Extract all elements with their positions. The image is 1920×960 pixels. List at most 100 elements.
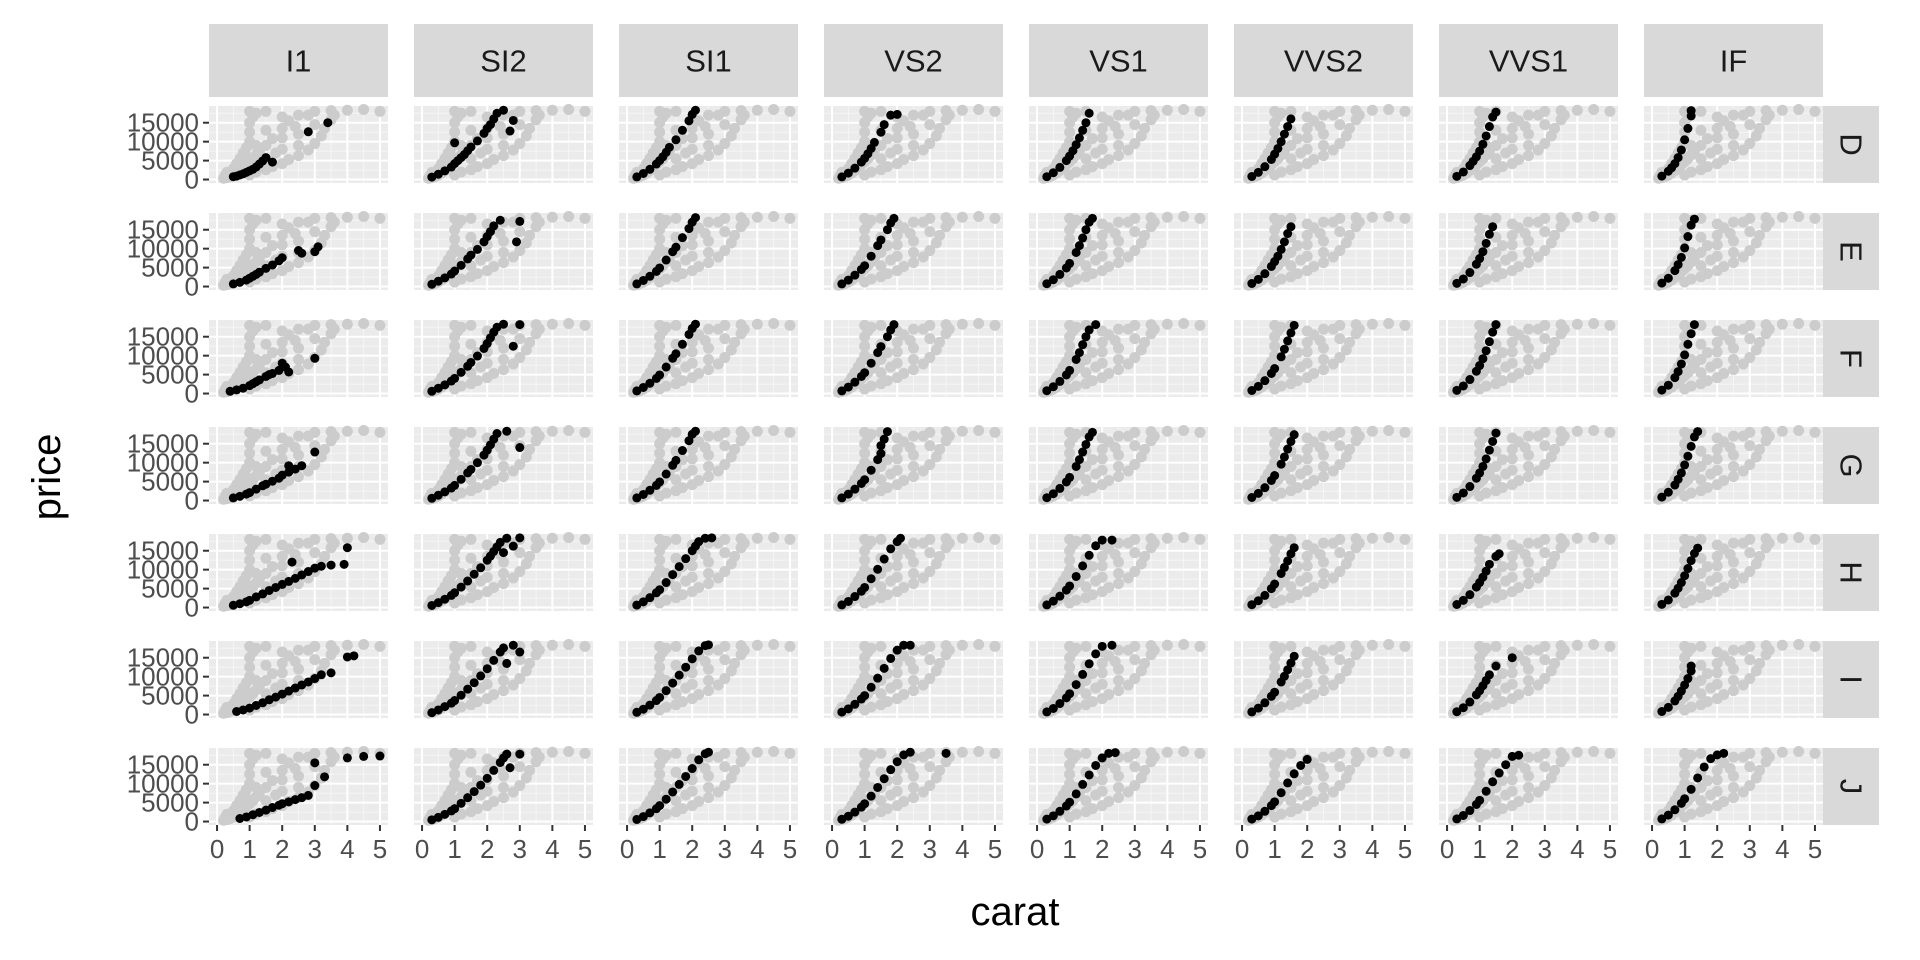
background-point: [875, 688, 887, 700]
background-point: [1604, 105, 1616, 117]
data-point: [1676, 578, 1686, 588]
background-point: [276, 560, 288, 572]
background-point: [1490, 640, 1502, 652]
background-point: [276, 336, 288, 348]
background-point: [1314, 335, 1326, 347]
data-point: [463, 684, 473, 694]
background-point: [660, 380, 672, 392]
background-point: [1506, 539, 1518, 551]
data-point: [515, 443, 525, 453]
data-point: [655, 692, 665, 702]
background-point: [719, 566, 731, 578]
background-point: [1519, 549, 1531, 561]
background-point: [494, 335, 506, 347]
background-point: [1399, 640, 1411, 652]
data-point: [1270, 687, 1280, 697]
background-point: [768, 424, 780, 436]
background-point: [875, 319, 887, 331]
background-point: [891, 550, 903, 562]
background-point: [699, 656, 711, 668]
background-point: [859, 554, 871, 566]
background-point: [1711, 218, 1723, 230]
background-point: [1523, 139, 1534, 151]
background-point: [1301, 550, 1313, 562]
background-point: [498, 578, 509, 590]
background-point: [260, 795, 272, 807]
col-strip-label: VVS1: [1489, 44, 1568, 79]
background-point: [1070, 107, 1082, 119]
background-point: [1194, 533, 1206, 545]
background-point: [498, 674, 509, 686]
background-point: [1285, 153, 1297, 165]
background-point: [1383, 424, 1395, 436]
data-point: [843, 168, 853, 178]
background-point: [865, 594, 877, 606]
background-point: [1096, 325, 1108, 337]
background-point: [865, 701, 877, 713]
background-point: [471, 696, 483, 708]
data-point: [677, 446, 687, 456]
background-point: [660, 273, 672, 285]
background-point: [1490, 460, 1502, 472]
background-point: [1344, 336, 1356, 348]
background-point: [260, 552, 272, 564]
data-point: [1484, 337, 1494, 347]
background-point: [244, 554, 256, 566]
background-point: [1496, 240, 1508, 252]
background-point: [1080, 581, 1092, 593]
background-point: [1490, 246, 1502, 258]
background-point: [1096, 218, 1108, 230]
background-point: [660, 428, 672, 440]
background-point: [1523, 323, 1534, 335]
background-point: [244, 447, 256, 459]
background-point: [1301, 132, 1313, 144]
background-point: [719, 352, 731, 364]
background-point: [1129, 547, 1141, 559]
background-point: [1724, 549, 1736, 561]
background-point: [1275, 214, 1287, 226]
background-point: [465, 105, 477, 117]
background-point: [670, 153, 682, 165]
background-point: [654, 447, 666, 459]
data-point: [1065, 258, 1075, 268]
background-point: [1506, 122, 1518, 134]
background-point: [455, 749, 467, 761]
background-point: [358, 531, 370, 543]
data-point: [661, 362, 671, 372]
background-point: [1122, 644, 1134, 656]
column-strips: I1 SI2 SI1 VS2 VS1 VVS2 VVS1 IF: [209, 24, 1823, 97]
data-point: [1686, 441, 1696, 451]
data-point: [882, 225, 892, 235]
background-point: [686, 453, 698, 465]
data-point: [1276, 244, 1286, 254]
background-point: [1344, 229, 1356, 241]
background-point: [1318, 246, 1329, 258]
background-point: [904, 228, 916, 240]
data-point: [645, 485, 655, 495]
facet-panel: [1644, 424, 1823, 505]
background-point: [328, 216, 340, 228]
background-point: [1506, 336, 1518, 348]
data-point: [1465, 482, 1475, 492]
background-point: [751, 532, 763, 544]
background-point: [563, 531, 575, 543]
background-point: [1523, 430, 1534, 442]
data-point: [1081, 118, 1091, 128]
data-point: [1087, 213, 1097, 223]
background-point: [1490, 567, 1502, 579]
background-point: [670, 124, 682, 136]
data-point: [1680, 350, 1690, 360]
data-point: [879, 434, 889, 444]
background-point: [738, 109, 750, 121]
background-point: [1695, 260, 1707, 272]
background-point: [1148, 216, 1160, 228]
background-point: [654, 126, 666, 138]
background-point: [1334, 566, 1346, 578]
background-point: [865, 428, 877, 440]
background-point: [475, 682, 487, 694]
background-point: [1122, 537, 1134, 549]
background-point: [1701, 696, 1713, 708]
background-point: [1383, 638, 1395, 650]
background-point: [533, 323, 545, 335]
background-point: [1754, 336, 1766, 348]
